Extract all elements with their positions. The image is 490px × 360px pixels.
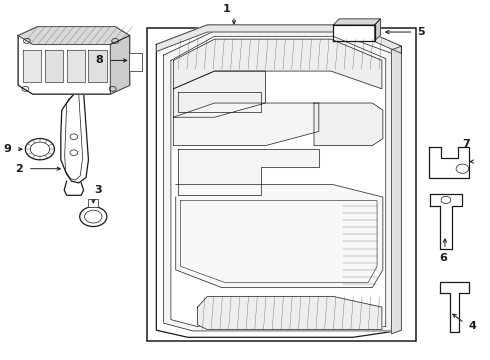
- Polygon shape: [61, 89, 89, 183]
- Polygon shape: [429, 147, 469, 177]
- Polygon shape: [173, 103, 319, 146]
- Text: 4: 4: [468, 321, 476, 331]
- Text: 6: 6: [439, 253, 447, 263]
- Bar: [147, 28, 416, 341]
- Polygon shape: [440, 282, 469, 332]
- Text: 1: 1: [223, 4, 231, 14]
- Polygon shape: [18, 27, 130, 94]
- Polygon shape: [173, 39, 382, 89]
- Polygon shape: [392, 46, 401, 334]
- Polygon shape: [156, 25, 401, 53]
- Polygon shape: [333, 25, 375, 41]
- Circle shape: [25, 139, 54, 160]
- Polygon shape: [110, 36, 130, 94]
- Polygon shape: [89, 50, 107, 82]
- Polygon shape: [333, 19, 380, 25]
- Polygon shape: [18, 27, 130, 44]
- Polygon shape: [314, 103, 383, 146]
- Polygon shape: [156, 25, 401, 337]
- Text: 3: 3: [95, 185, 102, 195]
- Text: 2: 2: [15, 164, 23, 174]
- Polygon shape: [375, 19, 380, 41]
- Polygon shape: [45, 50, 63, 82]
- Text: 8: 8: [96, 55, 103, 66]
- Polygon shape: [173, 71, 266, 117]
- Bar: [89, 199, 98, 207]
- Polygon shape: [164, 32, 392, 331]
- Polygon shape: [171, 36, 386, 327]
- Polygon shape: [64, 181, 84, 195]
- Text: 5: 5: [417, 27, 425, 37]
- Polygon shape: [178, 149, 319, 195]
- Polygon shape: [67, 50, 85, 82]
- Polygon shape: [23, 50, 41, 82]
- Circle shape: [80, 207, 107, 226]
- Polygon shape: [176, 185, 383, 288]
- Text: 9: 9: [3, 144, 11, 154]
- Polygon shape: [130, 53, 142, 71]
- Polygon shape: [430, 194, 462, 248]
- Polygon shape: [197, 297, 382, 329]
- Text: 7: 7: [462, 139, 470, 149]
